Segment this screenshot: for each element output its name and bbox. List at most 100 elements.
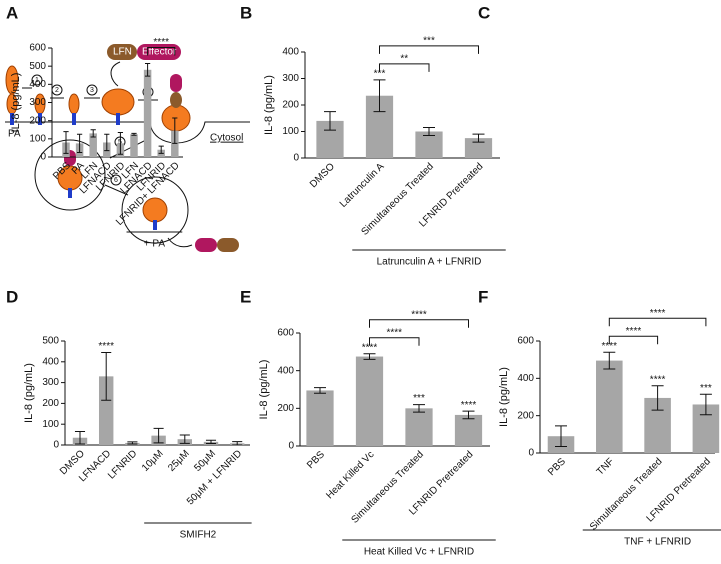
panel-label: E <box>240 287 251 306</box>
panel-label: F <box>478 287 488 306</box>
x-tick-label: Heat Killed Vc <box>324 449 376 501</box>
y-tick-label: 300 <box>29 97 46 108</box>
significance: *** <box>413 393 425 404</box>
x-tick-label: 10μM <box>140 448 166 474</box>
y-tick-label: 0 <box>288 441 294 452</box>
y-tick-label: 600 <box>517 336 534 347</box>
y-tick-label: 300 <box>282 73 299 84</box>
y-tick-label: 600 <box>29 43 46 54</box>
y-tick-label: 400 <box>517 373 534 384</box>
y-axis-label: IL-8 (pg/mL) <box>263 75 275 135</box>
error-bar <box>172 117 178 144</box>
error-bar <box>205 439 217 445</box>
significance: **** <box>602 341 618 352</box>
y-tick-label: 100 <box>42 419 59 430</box>
lfn-bound <box>170 92 182 108</box>
bar <box>454 414 483 446</box>
y-axis-label: IL-8 (pg/mL) <box>258 360 270 420</box>
significance: **** <box>98 341 114 352</box>
endosome <box>121 176 189 244</box>
receptor <box>116 113 120 125</box>
charts: BIL-8 (pg/mL)0100200300400500600PBSPALFN… <box>6 3 721 558</box>
bracket-label: **** <box>386 327 402 338</box>
arrow <box>110 61 121 87</box>
receptor <box>38 113 42 125</box>
group-label: TNF + LFNRID <box>624 537 691 548</box>
bar <box>98 376 114 445</box>
error-bar <box>373 79 386 113</box>
bracket-label: ** <box>400 53 408 64</box>
significance: **** <box>362 342 378 353</box>
bracket-label: **** <box>411 309 427 320</box>
bar <box>143 69 152 157</box>
y-tick-label: 0 <box>293 153 299 164</box>
group-label: + PA <box>144 239 166 250</box>
bracket <box>369 337 420 346</box>
error-bar <box>699 393 712 416</box>
error-bar <box>324 111 336 131</box>
y-tick-label: 100 <box>282 126 299 137</box>
bracket-label: **** <box>626 326 642 337</box>
y-tick-label: 0 <box>40 152 46 163</box>
receptor <box>68 188 72 198</box>
error-bar <box>651 385 664 411</box>
effector-label: Effector <box>142 47 177 58</box>
lfn-released <box>217 238 239 252</box>
effector-bound <box>170 74 182 92</box>
step: 6 <box>114 177 118 184</box>
y-tick-label: 200 <box>42 398 59 409</box>
bracket <box>369 319 469 328</box>
error-bar <box>314 387 326 394</box>
y-tick-label: 100 <box>29 133 46 144</box>
bar <box>355 356 384 446</box>
y-tick-label: 300 <box>42 377 59 388</box>
group-label: SMIFH2 <box>180 530 217 541</box>
step: 1 <box>35 77 39 84</box>
y-axis-label: IL-8 (pg/mL) <box>10 73 22 133</box>
error-bar <box>101 351 112 401</box>
y-tick-label: 500 <box>29 61 46 72</box>
panel-label: C <box>478 3 490 22</box>
error-bar <box>63 131 69 154</box>
panel-label: D <box>6 287 18 306</box>
group-label: Latrunculin A + LFNRID <box>377 257 482 268</box>
significance: *** <box>700 383 712 394</box>
bracket <box>608 317 707 327</box>
y-tick-label: 200 <box>277 403 294 414</box>
group-label: Heat Killed Vc + LFNRID <box>364 547 474 558</box>
y-tick-label: 200 <box>517 410 534 421</box>
y-tick-label: 400 <box>42 356 59 367</box>
bracket <box>608 335 659 345</box>
error-bar <box>462 410 475 420</box>
error-bar <box>90 129 96 138</box>
error-bar <box>117 131 124 155</box>
step: 3 <box>90 87 94 94</box>
y-tick-label: 500 <box>42 336 59 347</box>
bar <box>464 138 493 158</box>
significance: *** <box>374 68 386 79</box>
bracket-label: **** <box>650 308 666 319</box>
error-bar <box>158 145 164 154</box>
pa-oligomer <box>101 88 135 116</box>
bar <box>89 133 97 157</box>
y-tick-label: 600 <box>277 328 294 339</box>
cytosol-label: Cytosol <box>210 133 243 144</box>
panel-label: A <box>6 3 18 22</box>
x-tick-label: TNF <box>595 456 617 478</box>
error-bar <box>413 404 425 413</box>
error-bar <box>555 425 567 447</box>
receptor <box>72 113 76 125</box>
error-bar <box>131 132 137 136</box>
significance: **** <box>650 374 666 385</box>
error-bar <box>76 133 83 153</box>
x-tick-label: PBS <box>546 456 568 478</box>
lfn-shape <box>107 44 137 60</box>
y-tick-label: 0 <box>53 440 59 451</box>
pa-cleaved <box>68 93 80 115</box>
step-circle <box>110 174 122 186</box>
step: 2 <box>55 87 59 94</box>
x-tick-label: Latrunculin A <box>338 161 387 210</box>
pa-label: PA <box>8 129 21 140</box>
y-tick-label: 400 <box>277 365 294 376</box>
